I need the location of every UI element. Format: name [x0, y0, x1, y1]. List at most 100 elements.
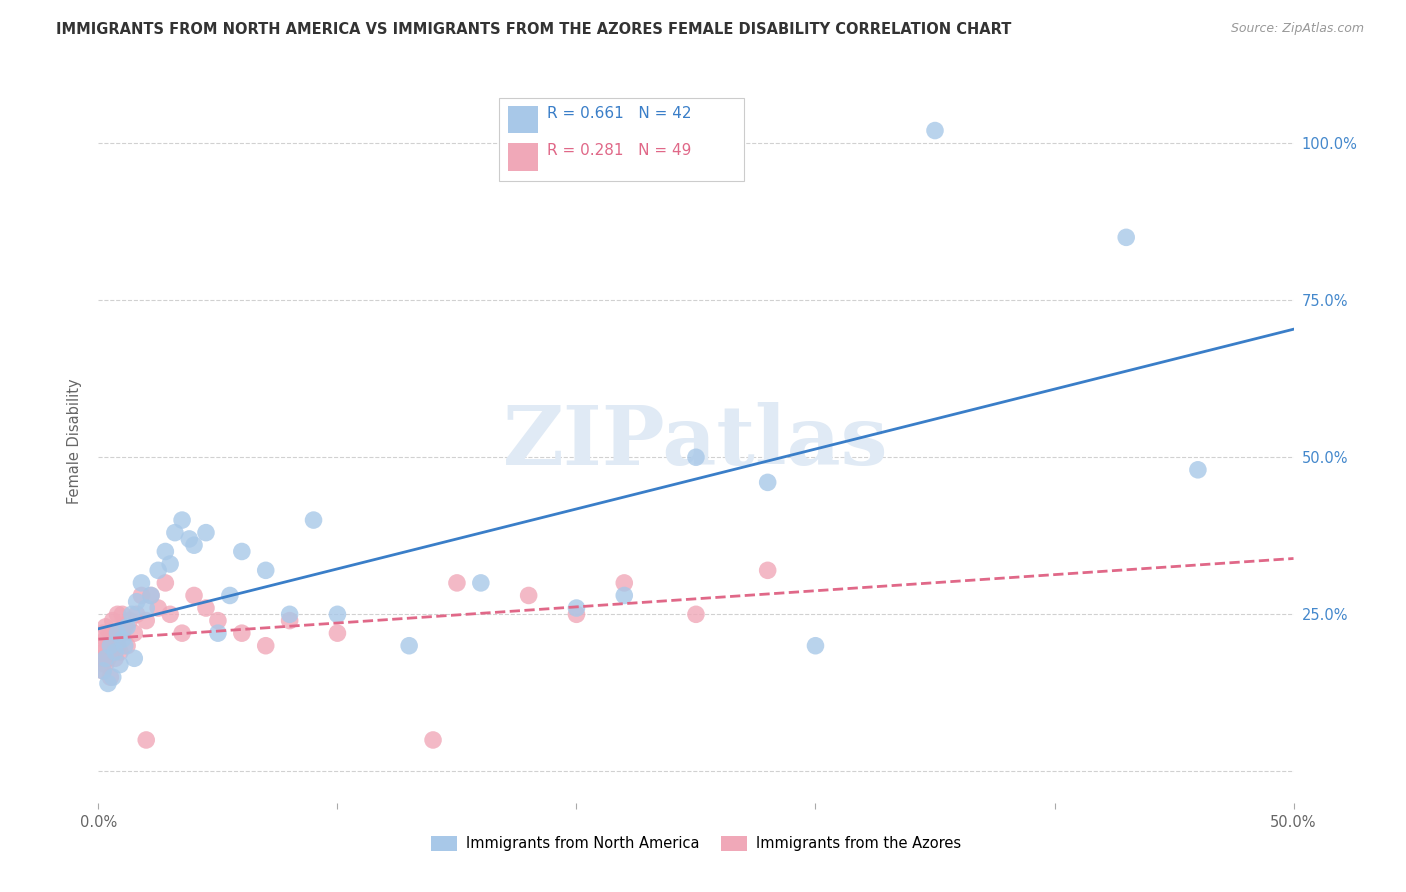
Point [756, 563, 779, 577]
Point [326, 626, 349, 640]
Point [685, 450, 707, 465]
Point [91, 664, 114, 678]
Point [90, 639, 112, 653]
Point [195, 601, 218, 615]
Point [326, 607, 349, 622]
Point [118, 614, 141, 628]
Point [1187, 463, 1209, 477]
Point [111, 626, 134, 640]
Point [114, 620, 136, 634]
Point [231, 544, 253, 558]
Point [107, 626, 129, 640]
Y-axis label: Female Disability: Female Disability [67, 379, 83, 504]
Point [98, 639, 122, 653]
Point [125, 595, 148, 609]
Point [124, 626, 146, 640]
Point [115, 620, 138, 634]
Point [254, 563, 277, 577]
Point [104, 645, 127, 659]
Point [254, 639, 277, 653]
Point [101, 670, 124, 684]
Point [97, 639, 120, 653]
Point [685, 607, 707, 622]
Text: IMMIGRANTS FROM NORTH AMERICA VS IMMIGRANTS FROM THE AZORES FEMALE DISABILITY CO: IMMIGRANTS FROM NORTH AMERICA VS IMMIGRA… [56, 22, 1011, 37]
Legend: Immigrants from North America, Immigrants from the Azores: Immigrants from North America, Immigrant… [425, 830, 967, 857]
Point [470, 575, 492, 590]
FancyBboxPatch shape [499, 98, 744, 181]
Point [159, 557, 181, 571]
Point [91, 664, 114, 678]
Point [231, 626, 253, 640]
Point [207, 614, 229, 628]
Point [98, 626, 122, 640]
Bar [509, 143, 538, 170]
Point [155, 575, 177, 590]
Point [302, 513, 325, 527]
Point [107, 607, 129, 622]
Point [94, 620, 117, 634]
Point [91, 645, 114, 659]
Point [115, 639, 138, 653]
Point [121, 607, 143, 622]
Point [97, 651, 120, 665]
Point [422, 733, 444, 747]
Point [219, 589, 242, 603]
Point [613, 575, 636, 590]
Point [94, 657, 117, 672]
Point [517, 589, 540, 603]
Point [104, 626, 127, 640]
Point [565, 601, 588, 615]
Point [135, 601, 157, 615]
Point [90, 651, 112, 665]
Point [131, 575, 153, 590]
Text: R = 0.281   N = 49: R = 0.281 N = 49 [547, 143, 690, 158]
Point [125, 607, 148, 622]
Point [111, 607, 134, 622]
Point [278, 614, 301, 628]
Point [446, 575, 468, 590]
Point [756, 475, 779, 490]
Point [131, 589, 153, 603]
Point [398, 639, 420, 653]
Point [1115, 230, 1137, 244]
Point [101, 614, 124, 628]
Point [195, 525, 218, 540]
Point [278, 607, 301, 622]
Text: ZIPatlas: ZIPatlas [503, 401, 889, 482]
Point [207, 626, 229, 640]
Point [101, 632, 124, 647]
Bar [509, 105, 538, 133]
Point [108, 657, 131, 672]
Point [98, 645, 122, 659]
Point [183, 538, 205, 552]
Point [98, 670, 122, 684]
Point [94, 632, 117, 647]
Point [124, 651, 146, 665]
Text: R = 0.661   N = 42: R = 0.661 N = 42 [547, 105, 692, 120]
Point [804, 639, 827, 653]
Point [108, 645, 131, 659]
Point [155, 544, 177, 558]
Point [172, 626, 194, 640]
Point [111, 632, 134, 647]
Point [114, 639, 136, 653]
Point [104, 651, 127, 665]
Point [148, 563, 170, 577]
Point [94, 651, 117, 665]
Point [565, 607, 588, 622]
Point [139, 589, 162, 603]
Point [163, 525, 186, 540]
Point [172, 513, 194, 527]
Point [159, 607, 181, 622]
Point [97, 676, 120, 690]
Point [148, 601, 170, 615]
Point [135, 614, 157, 628]
Point [139, 589, 162, 603]
Point [924, 123, 946, 137]
Point [183, 589, 205, 603]
Point [107, 639, 129, 653]
Point [91, 626, 114, 640]
Point [613, 589, 636, 603]
Text: Source: ZipAtlas.com: Source: ZipAtlas.com [1230, 22, 1364, 36]
Point [135, 733, 157, 747]
